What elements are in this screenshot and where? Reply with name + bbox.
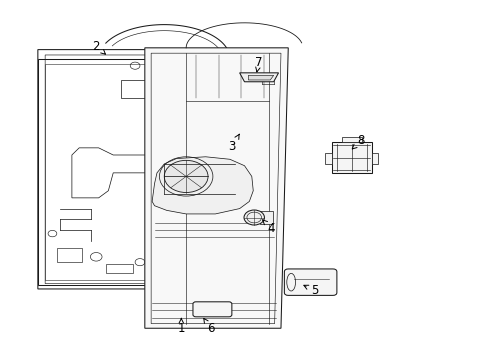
Text: 8: 8 <box>351 134 364 149</box>
Text: 6: 6 <box>203 318 214 335</box>
Text: 4: 4 <box>262 220 274 235</box>
Text: 3: 3 <box>228 134 239 153</box>
Polygon shape <box>152 157 253 214</box>
Text: 2: 2 <box>92 40 105 54</box>
Polygon shape <box>325 153 331 164</box>
Polygon shape <box>144 48 287 328</box>
Circle shape <box>164 160 207 193</box>
Ellipse shape <box>286 273 295 291</box>
Text: 5: 5 <box>303 284 318 297</box>
FancyBboxPatch shape <box>193 302 231 317</box>
Polygon shape <box>331 143 371 173</box>
Polygon shape <box>239 73 278 82</box>
Polygon shape <box>248 75 273 80</box>
Polygon shape <box>341 137 362 143</box>
Polygon shape <box>260 211 272 224</box>
Polygon shape <box>371 153 377 164</box>
Text: 1: 1 <box>177 319 184 335</box>
FancyBboxPatch shape <box>284 269 336 296</box>
Polygon shape <box>38 59 164 285</box>
Text: 7: 7 <box>255 55 262 72</box>
Polygon shape <box>38 50 174 289</box>
Ellipse shape <box>244 210 264 225</box>
